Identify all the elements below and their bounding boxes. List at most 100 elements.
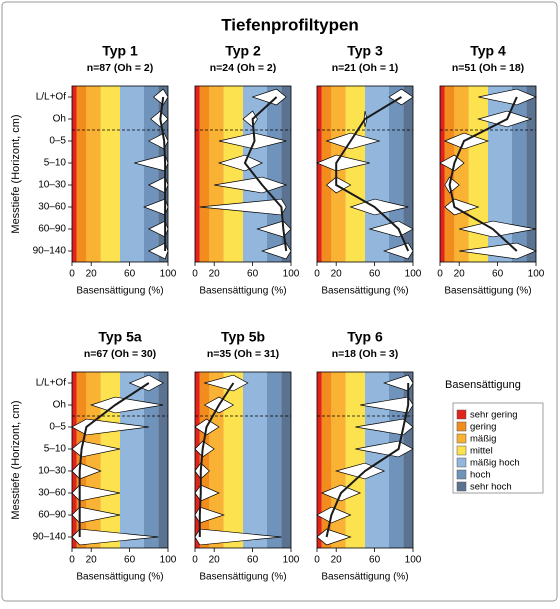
x-tick-label: 20 (331, 555, 343, 566)
legend-swatch (456, 433, 467, 444)
violin (459, 242, 537, 260)
violin (368, 220, 414, 238)
class-band (120, 86, 144, 262)
y-tick-label: 10–30 (38, 180, 66, 191)
x-tick-label: 60 (247, 555, 259, 566)
panel-title: Typ 2 (225, 43, 261, 59)
legend-label: mäßig hoch (470, 458, 520, 469)
x-axis-label: Basensättigung (%) (321, 572, 408, 583)
violin (326, 176, 352, 194)
class-band (365, 372, 389, 548)
median-line (198, 382, 235, 537)
class-band (195, 372, 200, 548)
class-band (223, 86, 243, 262)
panel-subtitle: n=67 (Oh = 30) (84, 348, 156, 360)
violin (147, 242, 169, 260)
class-band (158, 372, 168, 548)
panel-subtitle: n=21 (Oh = 1) (332, 62, 399, 74)
y-tick-label: 5–10 (44, 158, 67, 169)
violin (439, 154, 465, 172)
class-band (321, 86, 332, 262)
class-band (76, 86, 87, 262)
class-band (345, 372, 365, 548)
class-band (403, 86, 413, 262)
legend-label: gering (470, 422, 496, 433)
violin (71, 484, 121, 502)
y-axis-label: Messtiefe (Horizont, cm) (10, 400, 22, 519)
class-band (512, 86, 527, 262)
x-tick-label: 100 (160, 269, 177, 280)
legend-swatch (456, 409, 467, 420)
panel-title: Typ 4 (470, 43, 506, 59)
y-tick-label: 5–10 (44, 444, 67, 455)
class-band (317, 86, 322, 262)
x-tick-label: 100 (405, 269, 422, 280)
class-band (86, 372, 101, 548)
violin (203, 374, 249, 392)
violin (360, 396, 414, 414)
x-tick-label: 0 (69, 269, 75, 280)
violin (261, 242, 292, 260)
y-tick-label: Oh (53, 114, 66, 125)
x-tick-label: 60 (369, 555, 381, 566)
violin (383, 374, 414, 392)
y-tick-label: Oh (53, 400, 66, 411)
median-line (159, 96, 167, 251)
violin (355, 418, 414, 436)
class-band (86, 86, 101, 262)
panel-subtitle: n=51 (Oh = 18) (452, 62, 524, 74)
x-axis-label: Basensättigung (%) (444, 286, 531, 297)
x-tick-label: 100 (160, 555, 177, 566)
y-axis-label: Messtiefe (Horizont, cm) (10, 114, 22, 233)
violin (325, 132, 381, 150)
violin (214, 176, 288, 194)
violin (251, 88, 287, 106)
x-tick-label: 60 (369, 269, 381, 280)
panel-subtitle: n=87 (Oh = 2) (87, 62, 154, 74)
violin (134, 154, 169, 172)
class-band (209, 86, 224, 262)
legend-swatch (456, 481, 467, 492)
y-tick-label: 60–90 (38, 224, 66, 235)
legend-swatch (456, 469, 467, 480)
x-tick-label: 0 (192, 555, 198, 566)
y-tick-label: 60–90 (38, 510, 66, 521)
violin (71, 528, 159, 546)
plot-frame (439, 85, 537, 263)
y-tick-label: 30–60 (38, 202, 66, 213)
y-tick-label: 10–30 (38, 466, 66, 477)
violin (71, 440, 121, 458)
x-tick-label: 60 (492, 269, 504, 280)
legend-title: Basensättigung (445, 379, 521, 391)
class-band (195, 86, 200, 262)
class-band (144, 86, 159, 262)
violin (194, 462, 210, 480)
violin (71, 506, 121, 524)
legend-swatch (456, 457, 467, 468)
x-tick-label: 0 (314, 269, 320, 280)
x-axis-label: Basensättigung (%) (76, 286, 163, 297)
y-tick-label: L/L+Of (36, 92, 67, 103)
y-tick-label: L/L+Of (36, 378, 67, 389)
class-band (100, 86, 120, 262)
x-tick-label: 100 (283, 269, 300, 280)
class-band (317, 372, 322, 548)
legend-label: mittel (470, 446, 493, 457)
panel-subtitle: n=18 (Oh = 3) (332, 348, 399, 360)
panel-title: Typ 6 (347, 329, 383, 345)
panel-subtitle: n=24 (Oh = 2) (210, 62, 277, 74)
x-tick-label: 20 (209, 555, 221, 566)
class-band (243, 86, 267, 262)
violin (194, 528, 282, 546)
violin (153, 88, 169, 106)
x-tick-label: 100 (528, 269, 545, 280)
plot-frame (316, 85, 414, 263)
x-tick-label: 20 (331, 269, 343, 280)
panel-title: Typ 5b (221, 329, 265, 345)
legend-label: sehr hoch (470, 482, 512, 493)
y-tick-label: 30–60 (38, 488, 66, 499)
violin (316, 154, 370, 172)
violin (316, 528, 352, 546)
x-axis-label: Basensättigung (%) (76, 572, 163, 583)
